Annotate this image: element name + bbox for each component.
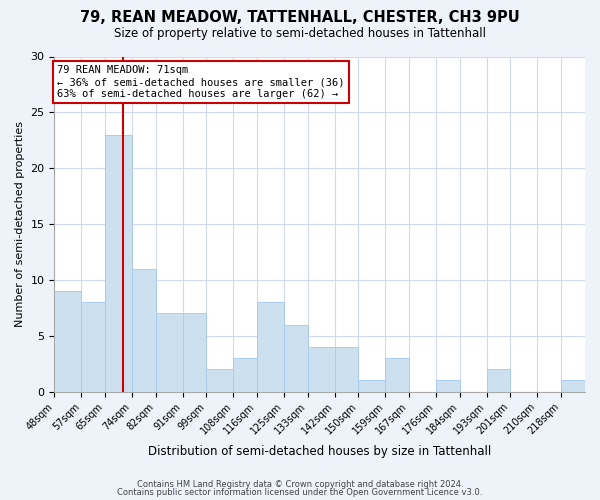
Bar: [284, 324, 308, 392]
Bar: [436, 380, 460, 392]
Text: Contains HM Land Registry data © Crown copyright and database right 2024.: Contains HM Land Registry data © Crown c…: [137, 480, 463, 489]
Bar: [206, 369, 233, 392]
Bar: [55, 291, 81, 392]
Bar: [335, 347, 358, 392]
Text: 79 REAN MEADOW: 71sqm
← 36% of semi-detached houses are smaller (36)
63% of semi: 79 REAN MEADOW: 71sqm ← 36% of semi-deta…: [58, 66, 345, 98]
Bar: [233, 358, 257, 392]
Text: Contains public sector information licensed under the Open Government Licence v3: Contains public sector information licen…: [118, 488, 482, 497]
Bar: [308, 347, 335, 392]
Bar: [257, 302, 284, 392]
Y-axis label: Number of semi-detached properties: Number of semi-detached properties: [15, 121, 25, 327]
Bar: [487, 369, 511, 392]
Text: Size of property relative to semi-detached houses in Tattenhall: Size of property relative to semi-detach…: [114, 28, 486, 40]
X-axis label: Distribution of semi-detached houses by size in Tattenhall: Distribution of semi-detached houses by …: [148, 444, 491, 458]
Bar: [156, 314, 182, 392]
Bar: [132, 268, 156, 392]
Bar: [105, 134, 132, 392]
Bar: [561, 380, 585, 392]
Text: 79, REAN MEADOW, TATTENHALL, CHESTER, CH3 9PU: 79, REAN MEADOW, TATTENHALL, CHESTER, CH…: [80, 10, 520, 25]
Bar: [358, 380, 385, 392]
Bar: [385, 358, 409, 392]
Bar: [81, 302, 105, 392]
Bar: [182, 314, 206, 392]
